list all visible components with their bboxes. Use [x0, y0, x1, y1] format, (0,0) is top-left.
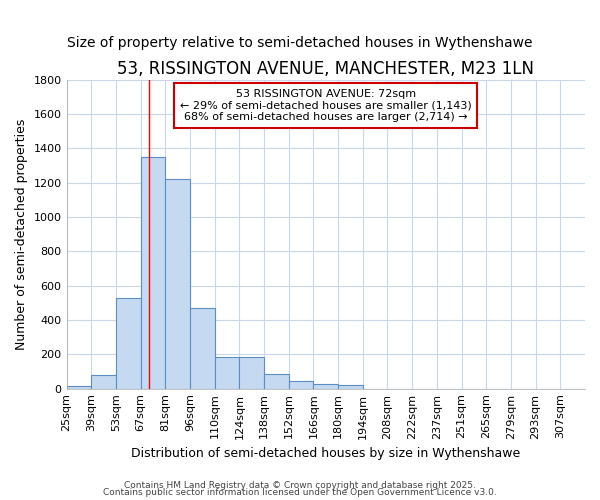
Bar [215, 357, 239, 388]
Bar [289, 381, 313, 388]
X-axis label: Distribution of semi-detached houses by size in Wythenshawe: Distribution of semi-detached houses by … [131, 447, 520, 460]
Text: Size of property relative to semi-detached houses in Wythenshawe: Size of property relative to semi-detach… [67, 36, 533, 50]
Text: 53 RISSINGTON AVENUE: 72sqm
← 29% of semi-detached houses are smaller (1,143)
68: 53 RISSINGTON AVENUE: 72sqm ← 29% of sem… [180, 89, 472, 122]
Text: Contains HM Land Registry data © Crown copyright and database right 2025.: Contains HM Land Registry data © Crown c… [124, 480, 476, 490]
Bar [190, 308, 215, 388]
Bar [264, 374, 289, 388]
Title: 53, RISSINGTON AVENUE, MANCHESTER, M23 1LN: 53, RISSINGTON AVENUE, MANCHESTER, M23 1… [117, 60, 534, 78]
Bar [313, 384, 338, 388]
Bar [140, 157, 165, 388]
Bar [116, 298, 140, 388]
Bar [338, 385, 363, 388]
Bar [91, 375, 116, 388]
Bar [165, 179, 190, 388]
Text: Contains public sector information licensed under the Open Government Licence v3: Contains public sector information licen… [103, 488, 497, 497]
Bar [67, 386, 91, 388]
Bar [239, 357, 264, 388]
Y-axis label: Number of semi-detached properties: Number of semi-detached properties [15, 118, 28, 350]
